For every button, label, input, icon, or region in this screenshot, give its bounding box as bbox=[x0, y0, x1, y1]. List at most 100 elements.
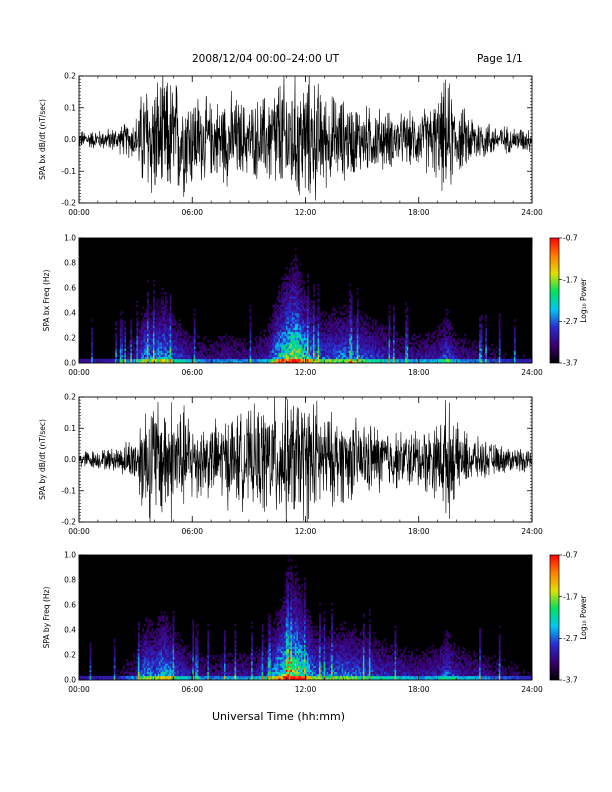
spectrogram-cell bbox=[95, 358, 98, 362]
spectrogram-cell bbox=[207, 358, 210, 362]
spectrogram-cell bbox=[282, 352, 285, 355]
spectrogram-cell bbox=[142, 346, 145, 349]
spectrogram-cell bbox=[263, 360, 266, 363]
spectrogram-cell bbox=[498, 317, 501, 320]
spectrogram-cell bbox=[303, 323, 306, 326]
spectrogram-cell bbox=[311, 315, 314, 318]
spectrogram-cell bbox=[329, 354, 332, 358]
spectrogram-cell bbox=[303, 356, 306, 360]
spectrogram-cell bbox=[433, 342, 436, 345]
spectrogram-cell bbox=[388, 317, 391, 320]
spectrogram-cell bbox=[344, 354, 347, 358]
spectrogram-cell bbox=[142, 319, 145, 322]
spectrogram-cell bbox=[276, 298, 279, 301]
spectrogram-cell bbox=[217, 344, 220, 347]
spectrogram-cell bbox=[183, 342, 185, 345]
spectrogram-cell bbox=[171, 348, 173, 351]
spectrogram-cell bbox=[242, 346, 244, 349]
spectrogram-cell bbox=[281, 358, 284, 362]
spectrogram-cell bbox=[317, 308, 320, 312]
spectrogram-cell bbox=[462, 360, 465, 363]
spectrogram-cell bbox=[281, 283, 284, 287]
spectrogram-cell bbox=[337, 352, 340, 355]
spectrogram-cell bbox=[269, 358, 272, 362]
spectrogram-cell bbox=[353, 358, 356, 362]
spectrogram-cell bbox=[388, 319, 391, 322]
spectrogram-cell bbox=[291, 298, 294, 301]
spectrogram-cell bbox=[159, 348, 161, 351]
spectrogram-cell bbox=[415, 340, 418, 343]
spectrogram-cell bbox=[297, 325, 300, 328]
spectrogram-cell bbox=[273, 342, 276, 345]
spectrogram-cell bbox=[276, 319, 279, 322]
spectrogram-cell bbox=[406, 344, 409, 347]
spectrogram-cell bbox=[322, 342, 324, 345]
spectrogram-cell bbox=[441, 354, 444, 358]
spectrogram-cell bbox=[513, 344, 516, 347]
spectrogram-cell bbox=[447, 327, 450, 330]
spectrogram-cell bbox=[436, 354, 439, 358]
spectrogram-cell bbox=[513, 346, 516, 349]
spectrogram-cell bbox=[285, 296, 288, 299]
spectrogram-cell bbox=[438, 327, 441, 330]
spectrogram-cell bbox=[278, 315, 281, 318]
spectrogram-cell bbox=[393, 360, 395, 363]
spectrogram-cell bbox=[223, 346, 226, 349]
spectrogram-cell bbox=[427, 331, 430, 335]
spectrogram-cell bbox=[418, 360, 421, 363]
spectrogram-cell bbox=[313, 315, 315, 318]
spectrogram-cell bbox=[154, 354, 157, 358]
spectrogram-cell bbox=[162, 321, 164, 324]
spectrogram-cell bbox=[453, 340, 456, 343]
y-tick-label: 0.0 bbox=[64, 135, 76, 144]
spectrogram-cell bbox=[201, 344, 204, 347]
spectrogram-cell bbox=[245, 344, 247, 347]
spectrogram-cell bbox=[282, 310, 285, 314]
spectrogram-cell bbox=[396, 340, 398, 343]
spectrogram-cell bbox=[281, 342, 284, 345]
spectrogram-cell bbox=[311, 327, 314, 330]
spectrogram-cell bbox=[328, 333, 330, 337]
spectrogram-cell bbox=[376, 335, 379, 339]
spectrogram-cell bbox=[513, 354, 516, 358]
spectrogram-cell bbox=[290, 348, 293, 351]
spectrogram-cell bbox=[310, 346, 312, 349]
spectrogram-cell bbox=[361, 356, 364, 360]
spectrogram-cell bbox=[157, 323, 160, 326]
spectrogram-cell bbox=[269, 346, 272, 349]
spectrogram-cell bbox=[205, 360, 208, 363]
spectrogram-cell bbox=[403, 338, 406, 341]
spectrogram-cell bbox=[139, 354, 142, 358]
spectrogram-cell bbox=[516, 358, 519, 362]
spectrogram-cell bbox=[146, 354, 149, 358]
spectrogram-cell bbox=[313, 325, 315, 328]
spectrogram-cell bbox=[308, 327, 311, 330]
spectrogram-cell bbox=[430, 352, 433, 355]
spectrogram-cell bbox=[307, 275, 309, 278]
spectrogram-cell bbox=[337, 342, 340, 345]
spectrogram-cell bbox=[355, 352, 358, 355]
spectrogram-cell bbox=[305, 348, 308, 351]
spectrogram-cell bbox=[393, 306, 395, 310]
spectrogram-cell bbox=[355, 327, 358, 330]
spectrogram-cell bbox=[325, 335, 327, 339]
spectrogram-cell bbox=[390, 333, 392, 337]
spectrogram-cell bbox=[448, 335, 451, 339]
spectrogram-cell bbox=[343, 358, 346, 362]
spectrogram-cell bbox=[353, 325, 356, 328]
spectrogram-cell bbox=[384, 360, 386, 363]
spectrogram-cell bbox=[376, 342, 379, 345]
spectrogram-cell bbox=[349, 348, 352, 351]
spectrogram-cell bbox=[267, 323, 270, 326]
spectrogram-cell bbox=[291, 283, 294, 287]
spectrogram-cell bbox=[411, 354, 414, 358]
spectrogram-cell bbox=[362, 350, 365, 353]
spectrogram-cell bbox=[441, 344, 444, 347]
spectrogram-cell bbox=[338, 342, 341, 345]
spectrogram-cell bbox=[322, 319, 324, 322]
spectrogram-cell bbox=[411, 335, 414, 339]
spectrogram-cell bbox=[530, 356, 532, 360]
spectrogram-cell bbox=[370, 360, 373, 363]
spectrogram-cell bbox=[275, 329, 278, 333]
spectrogram-cell bbox=[297, 342, 300, 345]
